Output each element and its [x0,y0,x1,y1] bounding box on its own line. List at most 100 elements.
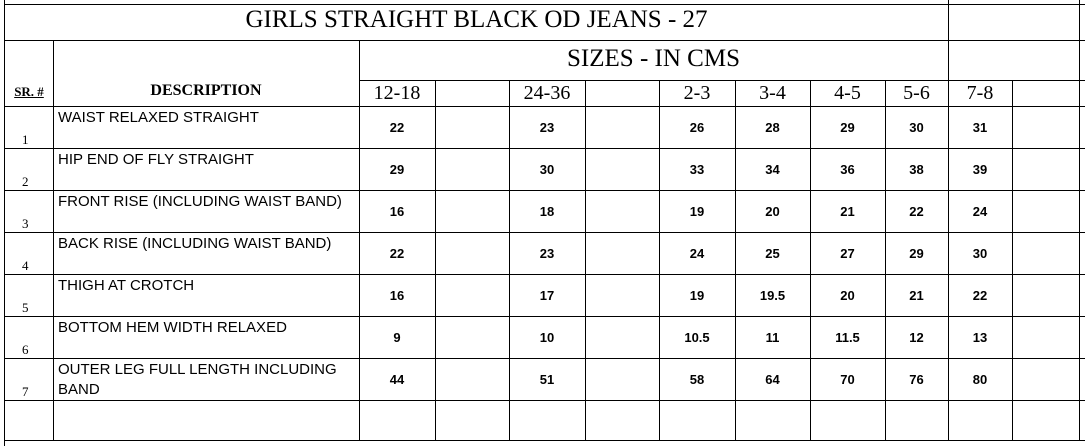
grid-line [1012,80,1013,440]
size-header: 12-18 [373,82,421,104]
grid-line [509,80,510,440]
grid-line [5,274,1085,275]
measurement: 9 [393,330,401,345]
size-header: 3-4 [759,82,786,104]
measurement: 24 [689,246,705,261]
grid-line [5,148,1085,149]
measurement: 20 [840,288,855,303]
row-number: 1 [22,132,29,147]
measurement: 21 [840,204,855,219]
measurement: 29 [909,246,924,261]
measurement: 80 [972,372,988,387]
measurement: 22 [909,204,924,219]
row-number: 5 [22,300,29,315]
measurement: 27 [840,246,855,261]
measurement: 19 [689,288,705,303]
measurement: 26 [689,120,705,135]
description: WAIST RELAXED STRAIGHT [58,109,259,126]
grid-line [53,40,54,440]
size-header: 4-5 [834,82,861,104]
size-header: 7-8 [966,82,994,104]
grid-line [5,4,1085,5]
grid-line [5,440,1085,441]
subtitle: SIZES - IN CMS [567,45,740,72]
measurement: 16 [389,288,405,303]
measurement: 30 [909,120,924,135]
grid-line [948,0,949,440]
grid-line [5,316,1085,317]
size-header: 24-36 [523,82,571,104]
measurement: 13 [972,330,988,345]
measurement: 34 [765,162,780,177]
grid-line [5,358,1085,359]
row-number: 2 [22,174,29,189]
measurement: 22 [389,246,405,261]
grid-line [585,80,586,440]
measurement: 30 [972,246,988,261]
description: HIP END OF FLY STRAIGHT [58,151,254,168]
size-header: 2-3 [683,82,711,104]
header-sr: SR. # [14,84,44,99]
measurement: 31 [972,120,988,135]
description: THIGH AT CROTCH [58,277,195,294]
grid-line [5,232,1085,233]
measurement: 19 [689,204,705,219]
grid-line [810,80,811,440]
description: FRONT RISE (INCLUDING WAIST BAND) [58,193,342,210]
grid-line [4,0,5,446]
row-number: 6 [22,342,29,357]
grid-line [659,80,660,440]
measurement: 36 [840,162,855,177]
measurement: 28 [765,120,780,135]
row-number: 4 [22,258,29,273]
grid-line [885,80,886,440]
measurement: 23 [539,120,555,135]
grid-line [5,190,1085,191]
measurement: 64 [765,372,780,387]
measurement: 24 [972,204,988,219]
grid-line [359,40,360,440]
measurement: 29 [389,162,405,177]
measurement: 10 [539,330,555,345]
measurement: 33 [689,162,705,177]
measurement: 30 [539,162,555,177]
measurement: 10.5 [684,330,710,345]
grid-line [1079,0,1080,440]
grid-line [735,80,736,440]
grid-line [359,80,1085,81]
measurement: 23 [539,246,555,261]
measurement: 12 [909,330,924,345]
grid-line [5,400,1085,401]
measurement: 25 [765,246,780,261]
measurement: 39 [972,162,988,177]
measurement: 21 [909,288,924,303]
measurement: 70 [840,372,855,387]
row-number: 3 [22,216,29,231]
row-number: 7 [22,384,29,399]
measurement: 29 [840,120,855,135]
measurement: 44 [389,372,405,387]
measurement: 11.5 [835,330,860,345]
title: GIRLS STRAIGHT BLACK OD JEANS - 27 [245,6,708,33]
measurement: 38 [909,162,924,177]
description: BACK RISE (INCLUDING WAIST BAND) [58,235,332,252]
measurement: 19.5 [759,288,786,303]
header-description: DESCRIPTION [150,82,262,99]
grid-line [5,106,1085,107]
grid-line [5,40,1085,41]
measurement: 16 [389,204,405,219]
description: BOTTOM HEM WIDTH RELAXED [58,319,287,336]
measurement: 58 [689,372,705,387]
measurement: 22 [972,288,988,303]
description: OUTER LEG FULL LENGTH INCLUDING BAND [58,361,337,398]
measurement: 17 [539,288,555,303]
measurement: 76 [909,372,924,387]
size-header: 5-6 [903,82,930,104]
measurement: 20 [765,204,780,219]
measurement: 51 [539,372,555,387]
measurement: 11 [765,330,780,345]
measurement: 22 [389,120,405,135]
grid-line [435,80,436,440]
measurement: 18 [539,204,555,219]
